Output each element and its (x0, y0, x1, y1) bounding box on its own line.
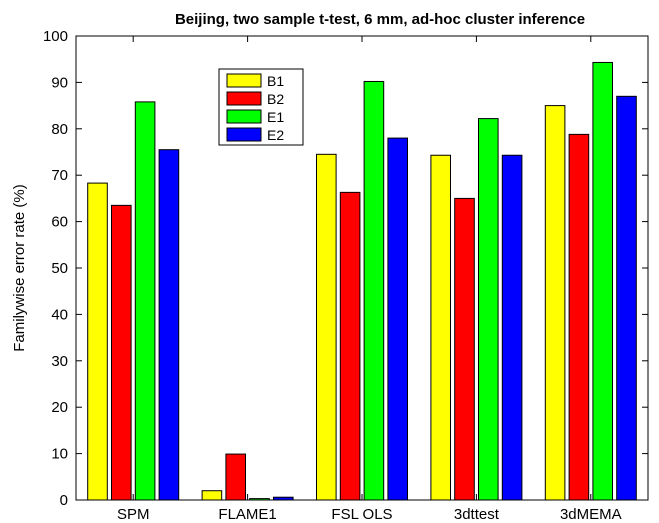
y-tick-label: 30 (51, 353, 68, 370)
legend-label-b1: B1 (267, 73, 284, 89)
x-tick-label: FSL OLS (331, 506, 392, 523)
bar-e1-3dmema (592, 61, 614, 501)
y-tick-label: 20 (51, 399, 68, 416)
legend-swatch-b2 (226, 91, 262, 106)
legend-swatch-b1 (226, 73, 262, 88)
y-tick-label: 50 (51, 260, 68, 277)
bar-b2-3dttest (454, 197, 475, 501)
bar-e2-spm (158, 149, 180, 501)
chart-title: Beijing, two sample t-test, 6 mm, ad-hoc… (175, 11, 585, 28)
y-tick-label: 100 (43, 28, 68, 45)
legend-label-e2: E2 (267, 127, 284, 143)
legend-swatch-e1 (226, 109, 262, 124)
bar-b1-3dmema (544, 105, 566, 501)
y-tick-label: 70 (51, 167, 68, 184)
legend-label-e1: E1 (267, 109, 284, 125)
x-tick-label: FLAME1 (218, 506, 276, 523)
y-tick-label: 10 (51, 446, 68, 463)
bar-e1-3dttest (478, 118, 499, 501)
bar-b2-spm (111, 204, 132, 501)
y-tick-label: 90 (51, 74, 68, 91)
bar-e1-spm (134, 101, 156, 501)
bar-b2-fsl-ols (339, 191, 361, 501)
bar-b1-flame1 (201, 490, 223, 501)
bar-b2-3dmema (568, 133, 590, 501)
x-axis: SPM FLAME1 FSL OLS 3dttest 3dMEMA (117, 36, 622, 523)
y-tick-label: 60 (51, 214, 68, 231)
bar-b1-fsl-ols (316, 153, 337, 501)
y-axis-label: Familywise error rate (%) (11, 184, 28, 352)
bar-e1-fsl-ols (363, 80, 385, 501)
bar-e2-3dttest (501, 154, 523, 501)
bar-b1-spm (87, 182, 108, 501)
x-tick-label: SPM (117, 506, 150, 523)
y-axis: 0 10 20 30 40 50 60 70 80 90 100 (43, 28, 648, 509)
bar-e2-fsl-ols (387, 137, 408, 501)
x-tick-label: 3dttest (454, 506, 500, 523)
y-tick-label: 40 (51, 306, 68, 323)
bar-e2-3dmema (616, 95, 637, 501)
legend-swatch-e2 (226, 127, 262, 142)
legend-label-b2: B2 (267, 91, 284, 107)
y-tick-label: 0 (60, 492, 68, 509)
x-tick-label: 3dMEMA (560, 506, 622, 523)
legend: B1 B2 E1 E2 (218, 68, 304, 146)
bar-b1-3dttest (430, 154, 451, 501)
bar-b2-flame1 (225, 453, 246, 501)
bars-group (87, 61, 637, 501)
y-tick-label: 80 (51, 121, 68, 138)
